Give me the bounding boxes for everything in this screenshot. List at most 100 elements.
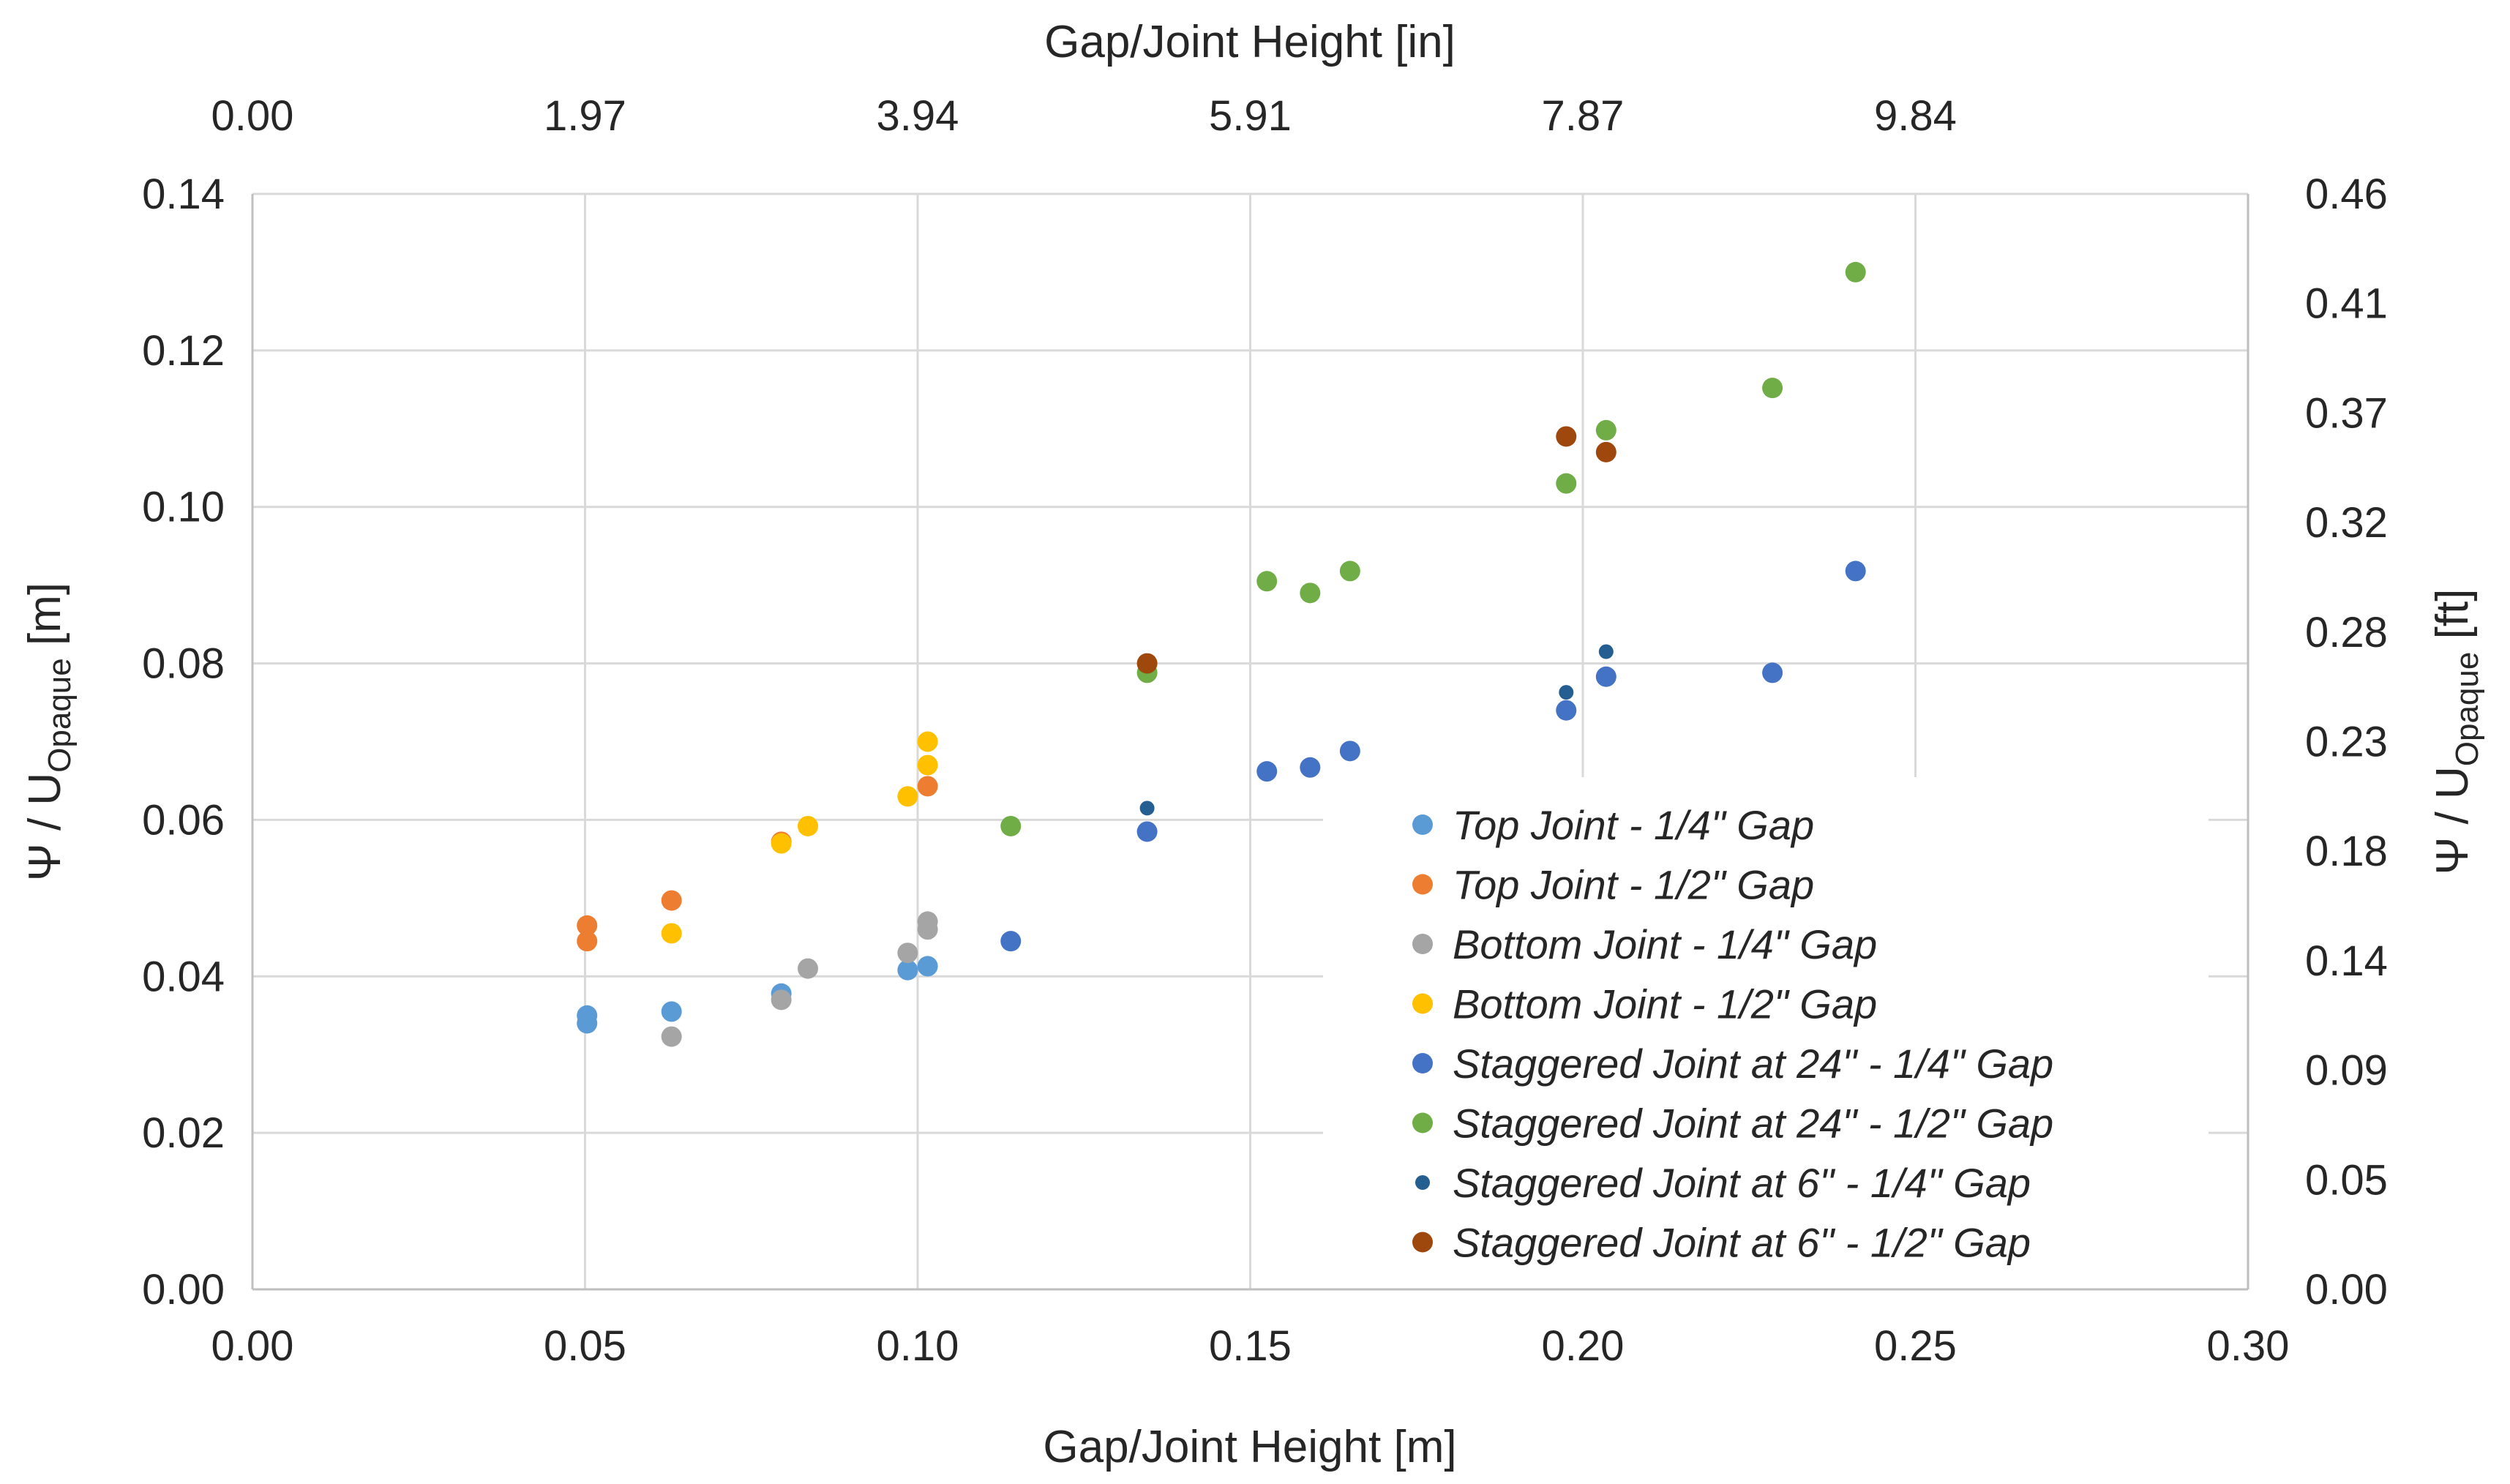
data-point-series-6: [1762, 378, 1783, 399]
x-tick-label-bottom: 0.05: [544, 1322, 626, 1370]
data-point-series-5: [1136, 821, 1158, 842]
y-tick-label-left: 0.06: [142, 796, 225, 844]
data-point-series-1: [577, 1013, 598, 1034]
legend-entry-label: Staggered Joint at 24" - 1/2" Gap: [1453, 1101, 2053, 1147]
y-axis-title-left-sub: Opaque: [42, 658, 78, 773]
legend-entry-label: Bottom Joint - 1/2" Gap: [1453, 981, 1877, 1027]
y-tick-label-left: 0.14: [142, 170, 225, 218]
x-tick-label-bottom: 0.20: [1542, 1322, 1625, 1370]
data-point-series-4: [798, 815, 819, 836]
y-tick-label-left: 0.12: [142, 327, 225, 375]
y-tick-label-left: 0.04: [142, 953, 225, 1000]
y-axis-title-right-sub: Opaque: [2449, 652, 2485, 767]
legend-entry-label: Bottom Joint - 1/4" Gap: [1453, 921, 1877, 967]
data-point-series-5: [1300, 757, 1321, 778]
x-tick-label-top: 1.97: [544, 92, 626, 140]
data-point-series-1: [917, 956, 938, 977]
legend-entry-label: Staggered Joint at 6" - 1/2" Gap: [1453, 1220, 2031, 1266]
y-axis-title-left-unit: [m]: [20, 582, 70, 658]
data-point-series-8: [1136, 653, 1158, 674]
data-point-series-1: [897, 959, 918, 981]
data-point-series-6: [1000, 815, 1022, 836]
y-axis-title-right-main: Ψ / U: [2427, 766, 2478, 874]
x-tick-label-top: 0.00: [211, 92, 294, 140]
legend-entry-label: Top Joint - 1/4" Gap: [1453, 802, 1814, 848]
data-point-series-5: [1845, 561, 1866, 582]
data-point-series-6: [1556, 473, 1577, 494]
legend-marker: [1412, 814, 1433, 835]
y-tick-label-right: 0.09: [2305, 1047, 2388, 1095]
data-point-series-2: [577, 931, 598, 952]
data-point-series-3: [771, 989, 792, 1011]
grid-layer: [252, 192, 2248, 1293]
data-point-series-6: [1845, 261, 1866, 282]
data-point-series-7: [1559, 685, 1574, 700]
data-point-series-2: [917, 776, 938, 797]
y-tick-label-right: 0.37: [2305, 389, 2388, 437]
y-axis-title-right: Ψ / UOpaque [ft]: [2427, 589, 2485, 875]
data-point-series-4: [771, 833, 792, 854]
data-point-series-4: [917, 754, 938, 776]
data-point-series-5: [1000, 931, 1022, 952]
legend: Top Joint - 1/4" Gap Top Joint - 1/2" Gap…: [1412, 802, 2053, 1266]
data-point-series-2: [661, 890, 682, 911]
legend-marker: [1412, 1112, 1433, 1133]
data-point-series-6: [1300, 582, 1321, 604]
y-tick-label-right: 0.41: [2305, 280, 2388, 328]
data-point-series-8: [1595, 441, 1616, 462]
data-point-series-6: [1339, 561, 1360, 582]
x-tick-label-top: 5.91: [1209, 92, 1292, 140]
y-tick-label-right: 0.00: [2305, 1266, 2388, 1314]
legend-marker: [1412, 1232, 1433, 1253]
data-point-series-3: [661, 1026, 682, 1047]
data-point-series-1: [661, 1001, 682, 1022]
data-point-series-5: [1762, 662, 1783, 683]
x-tick-label-bottom: 0.10: [877, 1322, 959, 1370]
data-point-series-4: [917, 731, 938, 752]
legend-background: [1323, 777, 2209, 1293]
points-layer: [577, 261, 1866, 1047]
y-axis-title-left-main: Ψ / U: [20, 773, 70, 881]
x-axis-title-top: Gap/Joint Height [in]: [1044, 17, 1456, 67]
y-tick-label-right: 0.18: [2305, 828, 2388, 875]
y-tick-label-right: 0.23: [2305, 719, 2388, 766]
y-tick-label-right: 0.05: [2305, 1156, 2388, 1204]
data-point-series-7: [1598, 644, 1614, 659]
y-tick-label-left: 0.02: [142, 1109, 225, 1157]
x-tick-label-bottom: 0.30: [2207, 1322, 2290, 1370]
y-axis-title-right-unit: [ft]: [2427, 589, 2478, 652]
data-point-series-5: [1339, 741, 1360, 762]
y-axis-title-left: Ψ / UOpaque [m]: [20, 582, 78, 881]
data-point-series-4: [661, 923, 682, 944]
y-tick-label-left: 0.00: [142, 1266, 225, 1314]
x-tick-label-top: 9.84: [1874, 92, 1957, 140]
x-tick-label-bottom: 0.25: [1874, 1322, 1957, 1370]
data-point-series-2: [577, 915, 598, 936]
axis-layer: 0.00 0.05 0.10 0.15 0.20 0.25 0.30 0.00 0.02 0.04…: [142, 92, 2388, 1370]
y-tick-label-left: 0.10: [142, 484, 225, 531]
legend-entry-label: Staggered Joint at 24" - 1/4" Gap: [1453, 1041, 2053, 1087]
legend-marker: [1412, 993, 1433, 1014]
legend-marker: [1415, 1175, 1430, 1190]
data-point-series-4: [897, 786, 918, 807]
x-tick-label-bottom: 0.15: [1209, 1322, 1292, 1370]
y-tick-label-right: 0.46: [2305, 170, 2388, 218]
legend-entry-label: Staggered Joint at 6" - 1/4" Gap: [1453, 1160, 2031, 1206]
data-point-series-6: [1595, 419, 1616, 441]
legend-marker: [1412, 934, 1433, 954]
legend-marker: [1412, 874, 1433, 895]
y-tick-label-left: 0.08: [142, 640, 225, 688]
data-point-series-5: [1595, 666, 1616, 687]
data-point-series-3: [897, 943, 918, 964]
data-point-series-7: [1139, 801, 1155, 816]
data-point-series-5: [1256, 761, 1278, 782]
data-point-series-3: [917, 919, 938, 940]
data-point-series-6: [1256, 571, 1278, 592]
x-tick-label-top: 7.87: [1542, 92, 1625, 140]
x-tick-label-top: 3.94: [877, 92, 959, 140]
x-tick-label-bottom: 0.00: [211, 1322, 294, 1370]
data-point-series-8: [1556, 426, 1577, 447]
legend-entry-label: Top Joint - 1/2" Gap: [1453, 862, 1814, 908]
y-tick-label-right: 0.32: [2305, 499, 2388, 547]
